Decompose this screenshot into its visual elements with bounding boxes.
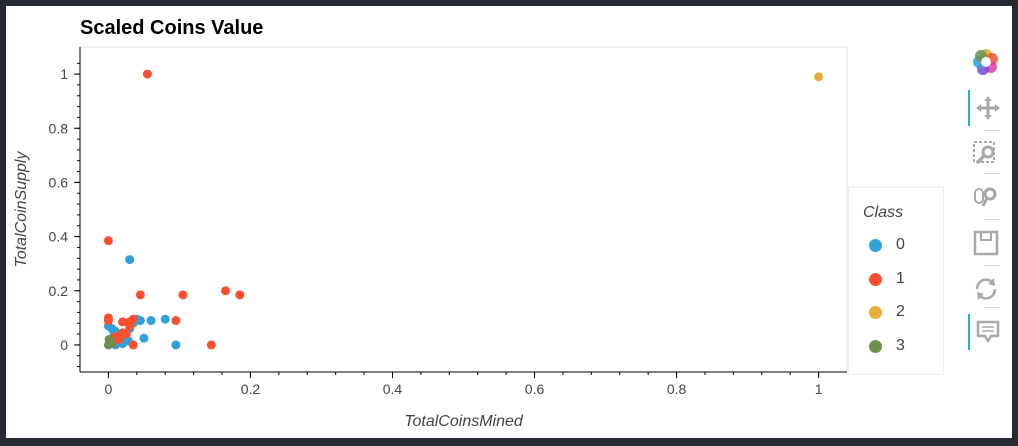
box-zoom-tool-button[interactable]: [968, 136, 1004, 172]
data-point-class-1: [171, 316, 181, 326]
data-point-class-1: [206, 340, 216, 350]
legend-item-2[interactable]: 2: [869, 302, 905, 322]
chart-title: Scaled Coins Value: [80, 17, 263, 39]
toolbar-divider: [984, 130, 1000, 131]
legend-item-1[interactable]: 1: [869, 269, 905, 289]
x-tick-label: 0.4: [383, 381, 403, 397]
bokeh-logo-icon[interactable]: [968, 44, 1004, 80]
x-tick-label: 1: [815, 381, 823, 397]
data-point-class-1: [103, 236, 113, 246]
plot-toolbar: [966, 44, 1006, 364]
data-point-class-0: [146, 316, 156, 326]
legend-item-3[interactable]: 3: [869, 336, 905, 356]
box-zoom-icon: [973, 141, 995, 165]
y-tick-label: 0: [60, 337, 68, 353]
y-tick-label: 0.4: [49, 229, 69, 245]
x-tick-label: 0.6: [525, 381, 545, 397]
legend-marker-2: [869, 305, 882, 319]
x-axis-label: TotalCoinsMined: [404, 413, 524, 430]
hover-icon: [976, 320, 1000, 343]
data-point-class-1: [125, 321, 135, 331]
legend-title: Class: [863, 204, 904, 221]
data-point-class-1: [178, 290, 188, 300]
x-tick-label: 0: [105, 381, 113, 397]
scatter-plot[interactable]: Scaled Coins Value 0 0.2 0.4 0.6 0.8 1 0 0.2 0.4 0…: [6, 6, 1012, 438]
data-point-class-1: [235, 290, 245, 300]
save-tool-button[interactable]: [968, 225, 1004, 261]
plot-frame: Scaled Coins Value 0 0.2 0.4 0.6 0.8 1 0 0.2 0.4 0…: [6, 6, 1012, 438]
x-tick-label: 0.8: [667, 381, 687, 397]
data-point-class-1: [103, 316, 113, 326]
toolbar-divider: [984, 173, 1000, 174]
data-point-class-2: [814, 72, 824, 82]
data-point-class-1: [142, 69, 152, 79]
y-axis-label: TotalCoinSupply: [13, 151, 30, 268]
toolbar-divider: [984, 265, 1000, 266]
y-tick-label: 0.6: [49, 174, 69, 190]
legend-marker-0: [869, 238, 882, 252]
data-point-class-1: [135, 290, 145, 300]
pan-icon: [976, 96, 1000, 120]
legend: Class 0 1 2 3: [848, 187, 944, 375]
data-point-class-1: [221, 286, 231, 296]
legend-item-0[interactable]: 0: [869, 235, 905, 255]
legend-label-1: 1: [896, 270, 905, 287]
x-tick-label: 0.2: [241, 381, 261, 397]
plot-area: [79, 46, 848, 373]
reset-icon: [975, 278, 997, 300]
wheel-zoom-icon: [974, 187, 997, 207]
reset-tool-button[interactable]: [968, 271, 1004, 307]
legend-label-3: 3: [896, 337, 905, 354]
legend-marker-3: [869, 339, 882, 353]
toolbar-divider: [984, 219, 1000, 220]
y-tick-label: 0.2: [49, 283, 69, 299]
data-point-class-1: [128, 314, 138, 324]
toolbar-divider: [984, 307, 1000, 308]
y-tick-label: 1: [60, 66, 68, 82]
data-point-class-0: [125, 255, 135, 265]
data-point-class-0: [139, 333, 149, 343]
data-point-class-0: [160, 314, 170, 324]
legend-label-0: 0: [896, 236, 905, 253]
data-point-class-1: [128, 340, 138, 350]
data-point-class-3: [104, 335, 114, 344]
data-point-class-0: [171, 340, 181, 350]
pan-tool-button[interactable]: [968, 90, 1006, 126]
wheel-zoom-tool-button[interactable]: [968, 179, 1004, 215]
legend-marker-1: [869, 272, 882, 286]
data-point-class-1: [118, 317, 128, 327]
save-icon: [973, 230, 999, 256]
y-tick-label: 0.8: [49, 120, 69, 136]
hover-tool-button[interactable]: [968, 314, 1006, 350]
data-point-class-0: [135, 316, 145, 326]
legend-label-2: 2: [896, 303, 905, 320]
data-point-class-1: [118, 328, 128, 338]
